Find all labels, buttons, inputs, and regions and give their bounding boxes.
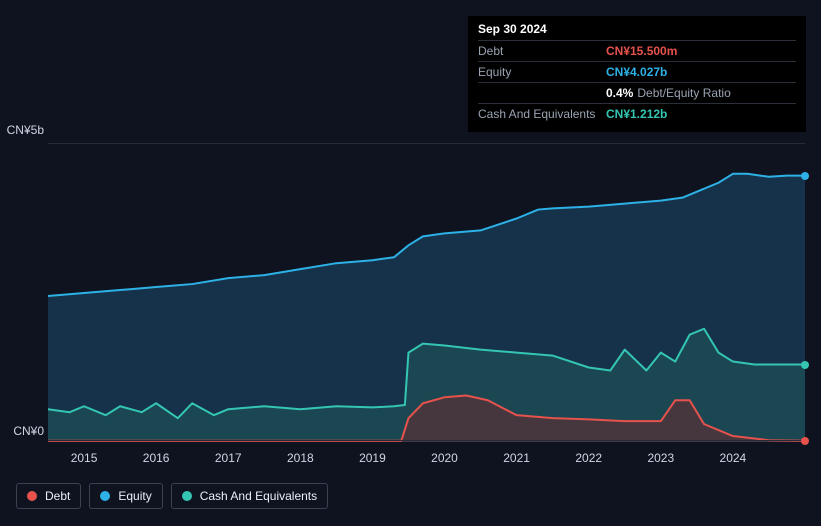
tooltip-label [478,86,606,100]
tooltip-label: Cash And Equivalents [478,107,606,121]
chart-baseline [48,440,805,441]
yaxis-label-bottom: CN¥0 [0,424,44,438]
tooltip-label: Debt [478,44,606,58]
end-marker-cash [801,361,809,369]
xaxis-tick: 2019 [359,451,386,465]
xaxis-tick: 2018 [287,451,314,465]
legend-label: Cash And Equivalents [200,489,317,503]
legend-item-cash[interactable]: Cash And Equivalents [171,483,328,509]
xaxis-tick: 2023 [647,451,674,465]
tooltip-row-cash: Cash And Equivalents CN¥1.212b [478,103,796,124]
legend-item-debt[interactable]: Debt [16,483,81,509]
tooltip-value-debt: CN¥15.500m [606,44,677,58]
legend-item-equity[interactable]: Equity [89,483,162,509]
legend-swatch [27,491,37,501]
legend-label: Equity [118,489,151,503]
tooltip-label: Equity [478,65,606,79]
xaxis-tick: 2020 [431,451,458,465]
tooltip-value-ratio-num: 0.4% [606,86,633,100]
legend-swatch [182,491,192,501]
tooltip-date: Sep 30 2024 [478,22,796,36]
tooltip-row-equity: Equity CN¥4.027b [478,61,796,82]
tooltip-row-debt: Debt CN¥15.500m [478,40,796,61]
tooltip-value-equity: CN¥4.027b [606,65,667,79]
xaxis: 2015 2016 2017 2018 2019 2020 2021 2022 2023 2024 [48,451,805,471]
xaxis-tick: 2016 [143,451,170,465]
chart-plot-area[interactable] [48,143,805,441]
xaxis-tick: 2015 [71,451,98,465]
legend-label: Debt [45,489,70,503]
end-marker-debt [801,437,809,445]
chart-svg [48,144,805,442]
xaxis-tick: 2022 [575,451,602,465]
tooltip-value-cash: CN¥1.212b [606,107,667,121]
tooltip-value-ratio-text: Debt/Equity Ratio [637,86,730,100]
tooltip-row-ratio: 0.4% Debt/Equity Ratio [478,82,796,103]
yaxis-label-top: CN¥5b [0,123,44,137]
chart-tooltip: Sep 30 2024 Debt CN¥15.500m Equity CN¥4.… [468,16,806,132]
xaxis-tick: 2024 [720,451,747,465]
xaxis-tick: 2017 [215,451,242,465]
end-marker-equity [801,172,809,180]
legend-swatch [100,491,110,501]
xaxis-tick: 2021 [503,451,530,465]
chart-legend: Debt Equity Cash And Equivalents [16,483,328,509]
